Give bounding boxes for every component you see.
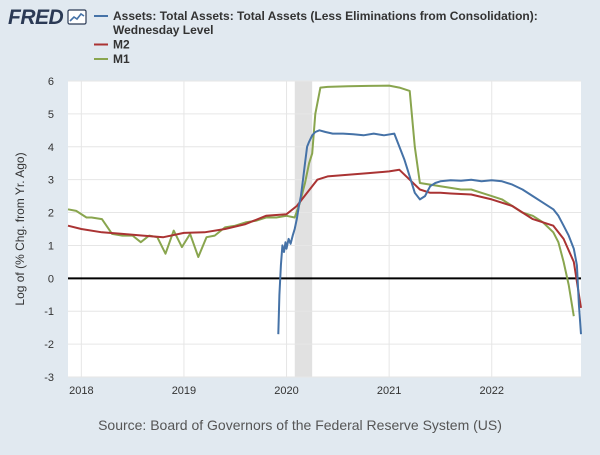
recession-shading-layer (294, 81, 313, 377)
legend-label: M1 (113, 52, 130, 66)
y-tick-labels: -3 -2 -1 0 1 2 3 4 5 6 (44, 76, 54, 384)
legend-item-total-assets[interactable]: Assets: Total Assets: Total Assets (Less… (94, 9, 538, 37)
plot-area (68, 81, 581, 377)
y-tick-label: 5 (48, 109, 54, 121)
x-tick-label: 2018 (69, 385, 93, 397)
y-tick-label: -3 (44, 372, 54, 384)
legend: Assets: Total Assets: Total Assets (Less… (94, 9, 538, 66)
legend-label: Wednesday Level (113, 23, 214, 37)
x-tick-label: 2019 (172, 385, 196, 397)
source-note: Source: Board of Governors of the Federa… (98, 417, 502, 433)
y-axis-label: Log of (% Chg. from Yr. Ago) (13, 152, 27, 305)
fred-logo-text: FRED (8, 6, 64, 29)
fred-logo-chart-icon (67, 9, 87, 25)
legend-item-m1[interactable]: M1 (94, 52, 130, 66)
y-tick-label: -2 (44, 339, 54, 351)
x-tick-labels: 2018 2019 2020 2021 2022 (69, 385, 504, 397)
legend-item-m2[interactable]: M2 (94, 38, 130, 52)
recession-band-0 (294, 81, 313, 377)
x-tick-label: 2020 (274, 385, 298, 397)
y-tick-label: 0 (48, 273, 54, 285)
y-tick-label: 1 (48, 240, 54, 252)
y-tick-label: 6 (48, 76, 54, 88)
legend-label: M2 (113, 38, 130, 52)
y-tick-label: -1 (44, 306, 54, 318)
y-tick-label: 3 (48, 175, 54, 187)
y-tick-label: 2 (48, 208, 54, 220)
y-tick-label: 4 (48, 142, 54, 154)
legend-label: Assets: Total Assets: Total Assets (Less… (113, 9, 538, 23)
fred-logo[interactable]: FRED (8, 6, 87, 29)
series-line-m2 (67, 168, 582, 309)
x-tick-label: 2021 (377, 385, 401, 397)
series-layer (67, 84, 582, 335)
x-tick-label: 2022 (479, 385, 503, 397)
series-line-total-assets (277, 129, 582, 335)
